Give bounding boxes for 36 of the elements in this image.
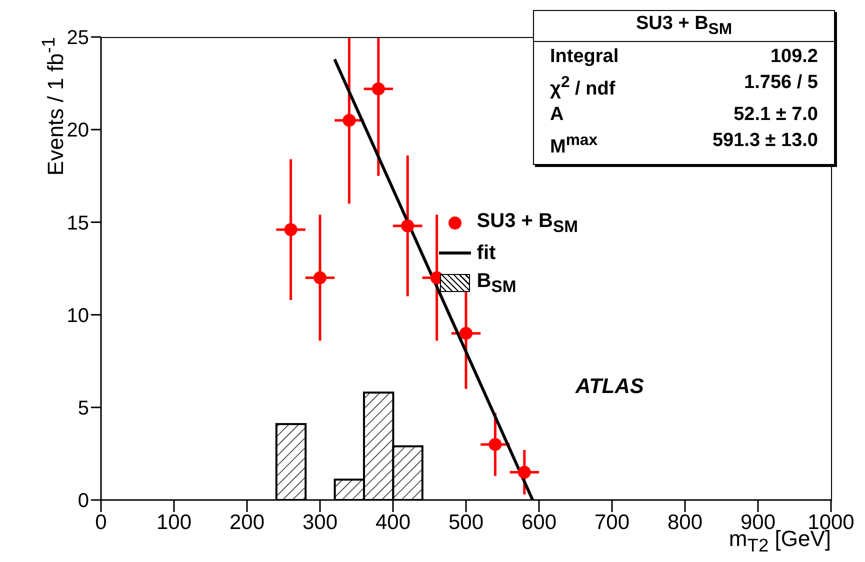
- y-tick-label: 5: [78, 398, 89, 420]
- annotation: ATLAS: [576, 374, 644, 398]
- annotation: χ$^{2}$ / ndf: [550, 72, 616, 102]
- x-tick-label: 700: [594, 510, 630, 534]
- point: [518, 466, 531, 479]
- annotation: SU3 + B$_{SM}$: [636, 13, 732, 38]
- point: [488, 438, 502, 451]
- point: [372, 82, 385, 96]
- annotation: 52.1 ± 7.0: [734, 103, 818, 128]
- x-tick-label: 400: [375, 510, 411, 534]
- annotation: Integral: [550, 44, 619, 69]
- annotation: M$^{max}$: [550, 131, 598, 160]
- point: [460, 326, 472, 340]
- x-tick-label: 800: [667, 510, 703, 534]
- y-tick-label: 15: [66, 212, 89, 234]
- annotation: 591.3 ± 13.0: [712, 129, 818, 154]
- legend-label: SU3 + B$_{SM}$: [476, 210, 578, 237]
- y-tick-label: 25: [66, 27, 89, 50]
- point: [342, 114, 356, 127]
- x-tick-label: 0: [95, 510, 107, 534]
- legend-label: B$_{SM}$: [476, 270, 516, 297]
- x-tick-label: 500: [448, 510, 484, 534]
- point: [284, 223, 298, 236]
- x-tick-label: 600: [521, 510, 557, 534]
- annotation: 1.756 / 5: [744, 70, 818, 95]
- point: [314, 271, 326, 284]
- x-tick-label: 100: [156, 510, 192, 534]
- annotation: A: [550, 103, 564, 128]
- y-tick-label: 20: [66, 120, 89, 142]
- x-tick-label: 200: [229, 510, 265, 534]
- y-tick-label: 0: [78, 490, 89, 512]
- point: [401, 219, 414, 232]
- annotation: 109.2: [770, 44, 818, 69]
- legend-label: fit: [476, 242, 496, 265]
- x-tick-label: 300: [302, 510, 338, 534]
- y-tick-label: 10: [66, 304, 89, 327]
